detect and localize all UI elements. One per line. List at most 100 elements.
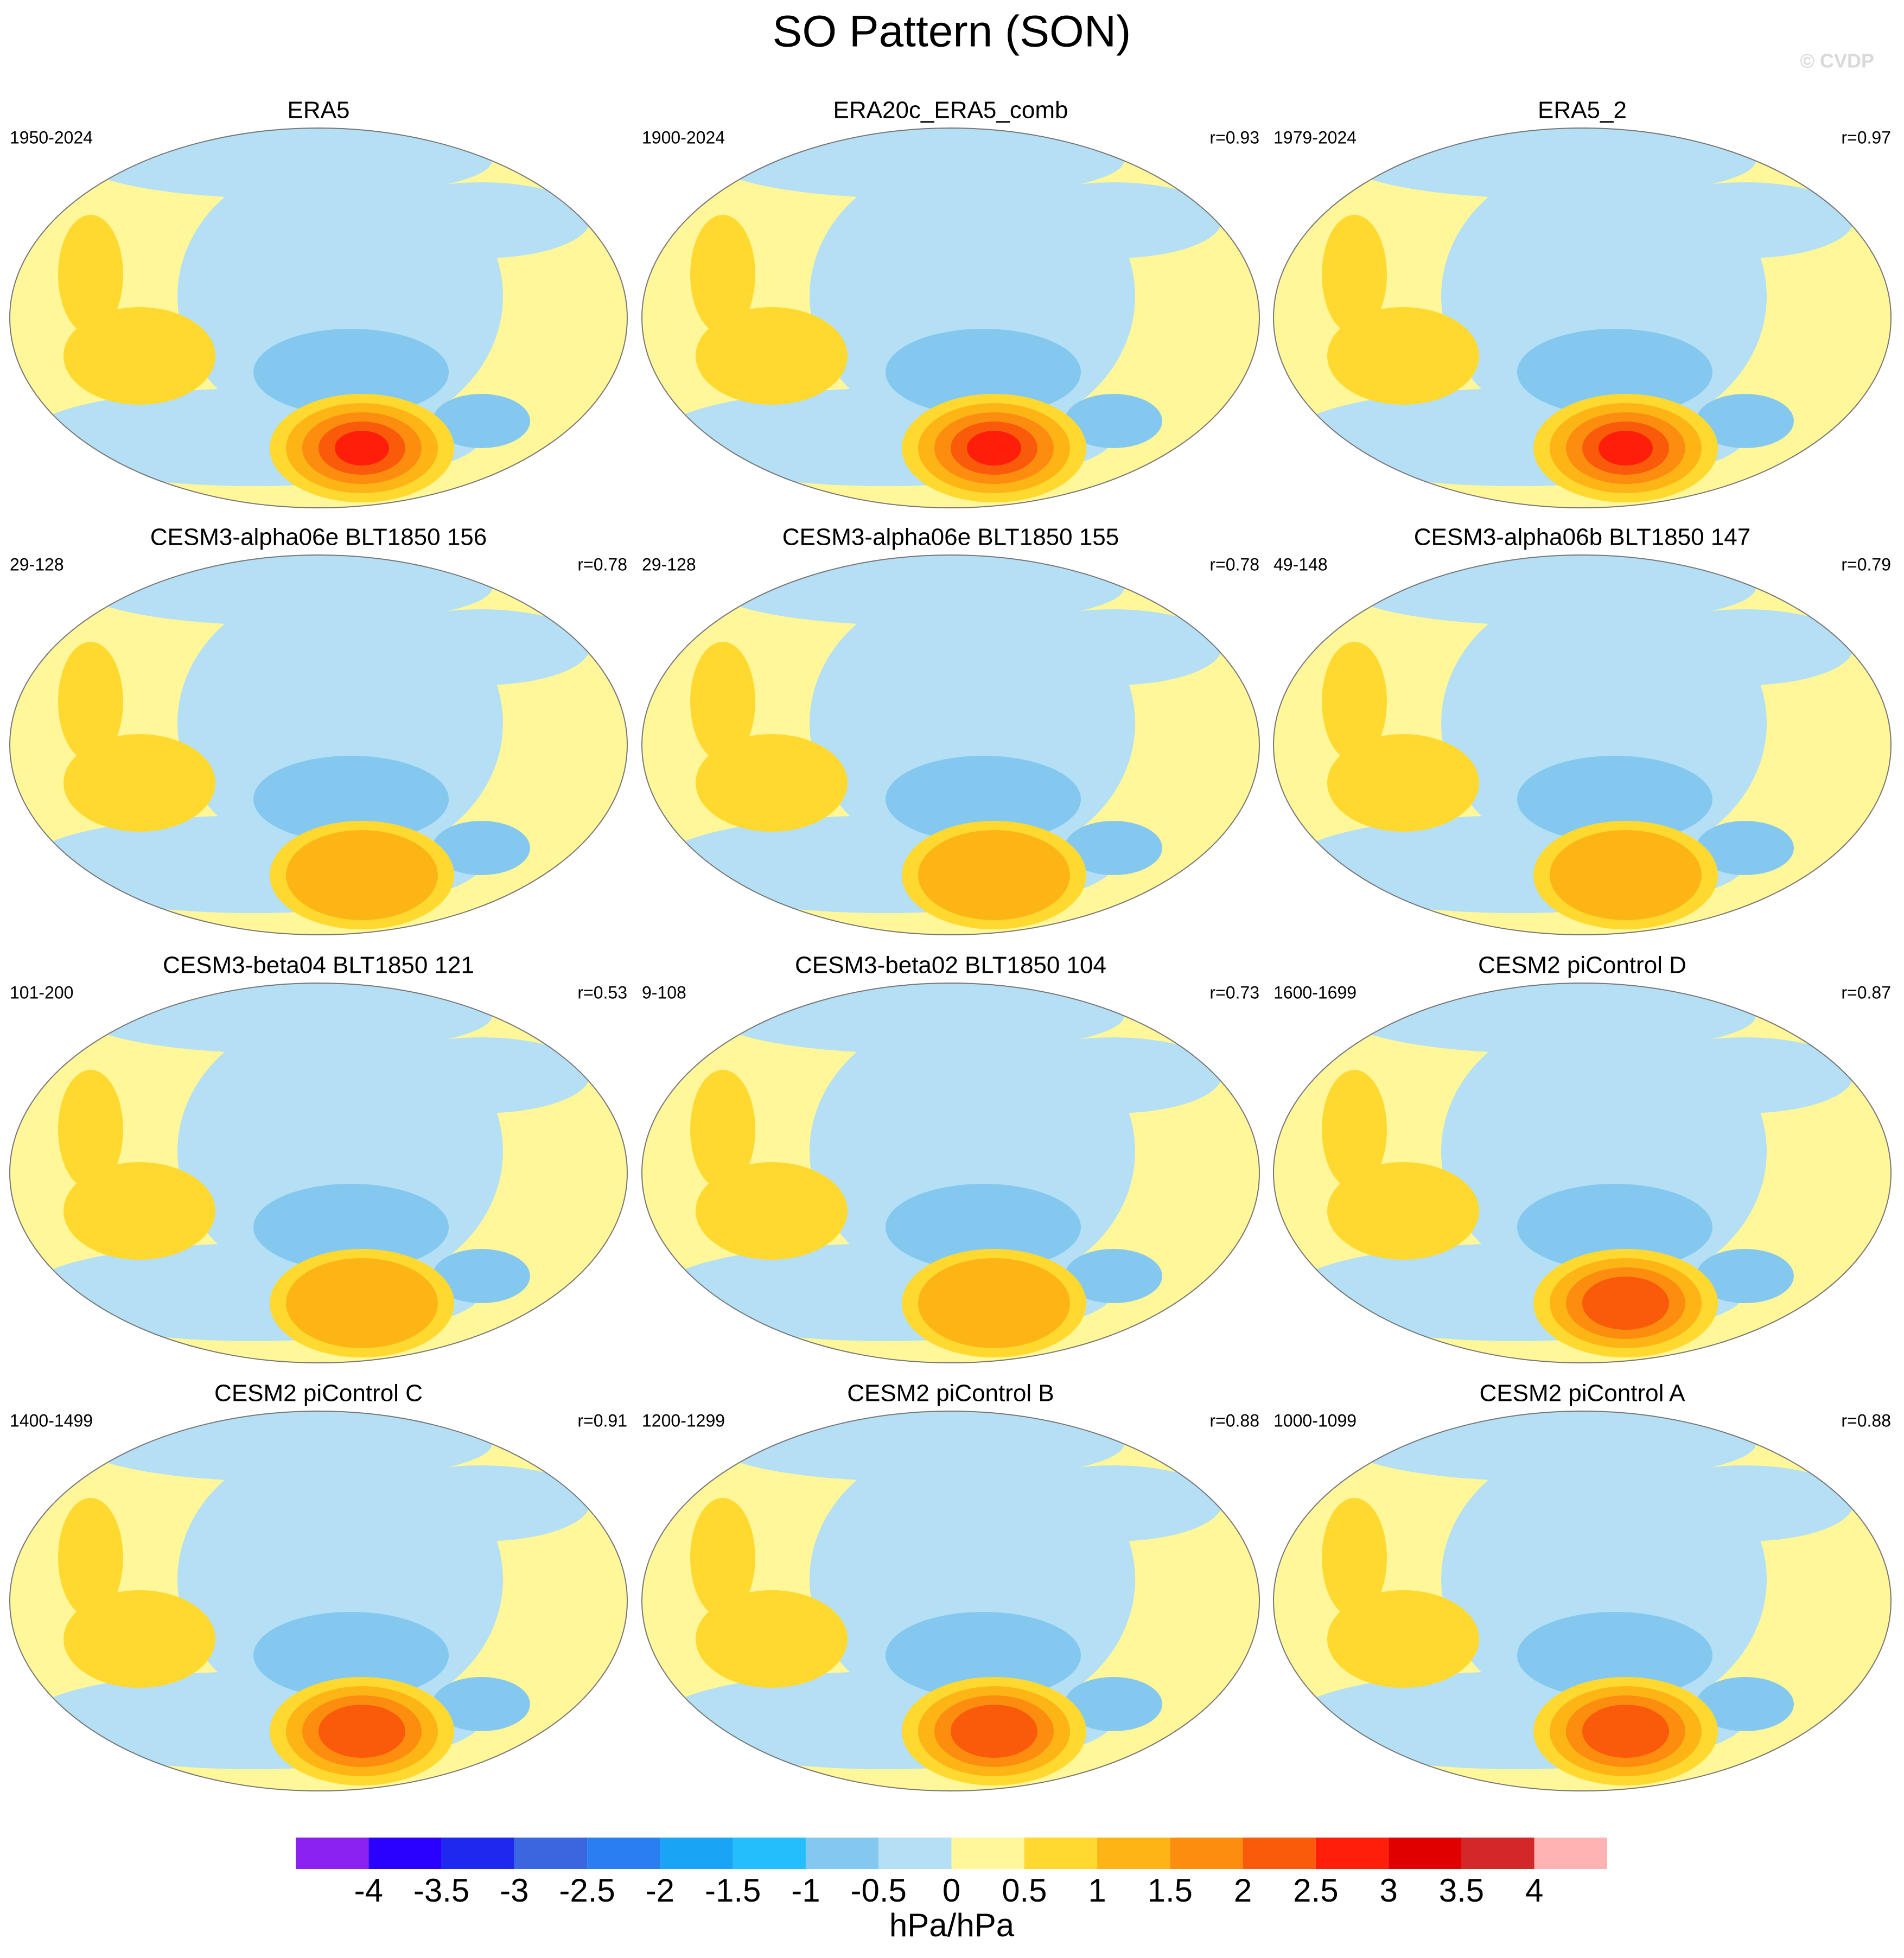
map-region [286, 1258, 438, 1348]
map-region [286, 830, 438, 920]
colorbar-box [805, 1838, 879, 1869]
map-region [1696, 1249, 1794, 1303]
panel-period: 29-128 [642, 554, 696, 574]
colorbar-label: -0.5 [851, 1872, 907, 1909]
map-region [967, 431, 1021, 465]
colorbar-box [733, 1838, 806, 1869]
map-region [1582, 1705, 1669, 1758]
panel-period: 1950-2024 [10, 127, 93, 147]
panel-title: ERA5 [288, 97, 350, 124]
colorbar-label: -2 [646, 1872, 674, 1909]
map [642, 1411, 1259, 1791]
colorbar-label: 0 [943, 1872, 960, 1909]
map-region [1065, 1677, 1162, 1731]
panel-correlation: r=0.91 [577, 1411, 627, 1430]
panel-correlation: r=0.78 [1209, 554, 1259, 574]
panel-period: 1979-2024 [1273, 127, 1357, 147]
panel-correlation: r=0.73 [1209, 983, 1259, 1002]
colorbar-box [1534, 1838, 1607, 1869]
map [1273, 1411, 1891, 1791]
panel-correlation: r=0.88 [1209, 1411, 1259, 1430]
map-region [58, 1498, 123, 1617]
panel-correlation: r=0.88 [1841, 1411, 1891, 1430]
colorbar-label: 1.5 [1148, 1872, 1193, 1909]
map-outline [1273, 983, 1892, 1363]
map-region [63, 1162, 215, 1260]
colorbar-label: -2.5 [559, 1872, 615, 1909]
colorbar-box [660, 1838, 733, 1869]
map-region [253, 1612, 449, 1699]
panel-title: CESM2 piControl A [1479, 1380, 1685, 1407]
colorbar-box [368, 1838, 442, 1869]
map-region [690, 642, 755, 761]
map-region [63, 734, 215, 832]
map-region [1517, 329, 1712, 416]
map-outline [9, 554, 628, 935]
panel-title: CESM3-beta04 BLT1850 121 [163, 952, 474, 979]
panel-period: 1600-1699 [1273, 983, 1357, 1002]
map-region [690, 1070, 755, 1189]
panel-title: CESM3-alpha06b BLT1850 147 [1414, 524, 1751, 551]
map-region [1517, 1612, 1712, 1699]
colorbar-label: -3 [500, 1872, 528, 1909]
map-region [432, 1677, 530, 1731]
map-region [1636, 609, 1854, 685]
map-region [373, 1465, 590, 1541]
map-region [253, 1184, 449, 1271]
panel-correlation: r=0.87 [1841, 983, 1891, 1002]
colorbar-box [1170, 1838, 1243, 1869]
panel-correlation: r=0.78 [577, 554, 627, 574]
map-region [1005, 1465, 1222, 1541]
panel-period: 1400-1499 [10, 1411, 93, 1430]
colorbar-label: 1 [1088, 1872, 1106, 1909]
colorbar-label: 3 [1379, 1872, 1397, 1909]
map [1273, 555, 1891, 935]
map-region [432, 394, 530, 448]
map-region [696, 1590, 848, 1688]
panel-title: CESM2 piControl B [847, 1380, 1054, 1407]
map-region [432, 1249, 530, 1303]
panel-period: 1000-1099 [1273, 1411, 1357, 1430]
map-region [335, 431, 389, 465]
map-region [918, 1258, 1070, 1348]
map-region [1005, 182, 1222, 258]
colorbar-box [1389, 1838, 1462, 1869]
colorbar-label: -1.5 [705, 1872, 761, 1909]
map-region [690, 215, 755, 334]
map [10, 1411, 627, 1791]
colorbar-box [1097, 1838, 1170, 1869]
colorbar-label: 2 [1234, 1872, 1252, 1909]
map [642, 128, 1259, 508]
map-region [1065, 394, 1162, 448]
map-outline [9, 127, 628, 508]
map-region [696, 1162, 848, 1260]
colorbar-box [587, 1838, 660, 1869]
map-region [63, 1590, 215, 1688]
panel-title: CESM3-beta02 BLT1850 104 [795, 952, 1106, 979]
map-outline [1273, 554, 1892, 935]
map-region [58, 215, 123, 334]
map-region [886, 1184, 1081, 1271]
map-region [373, 609, 590, 685]
panel-period: 49-148 [1273, 554, 1328, 574]
map-region [1065, 821, 1162, 875]
colorbar-box [951, 1838, 1024, 1869]
map-region [1327, 1162, 1479, 1260]
map-outline [641, 127, 1260, 508]
map [10, 555, 627, 935]
colorbar-box [1461, 1838, 1534, 1869]
map [10, 128, 627, 508]
map-region [1636, 182, 1854, 258]
map-region [373, 182, 590, 258]
figure-title: SO Pattern (SON) [773, 7, 1131, 56]
map-region [1005, 609, 1222, 685]
panel-correlation: r=0.93 [1209, 127, 1259, 147]
panel-correlation: r=0.79 [1841, 554, 1891, 574]
map-region [951, 1705, 1037, 1758]
map-region [432, 821, 530, 875]
map-region [1696, 1677, 1794, 1731]
map [10, 983, 627, 1363]
map-outline [9, 983, 628, 1363]
